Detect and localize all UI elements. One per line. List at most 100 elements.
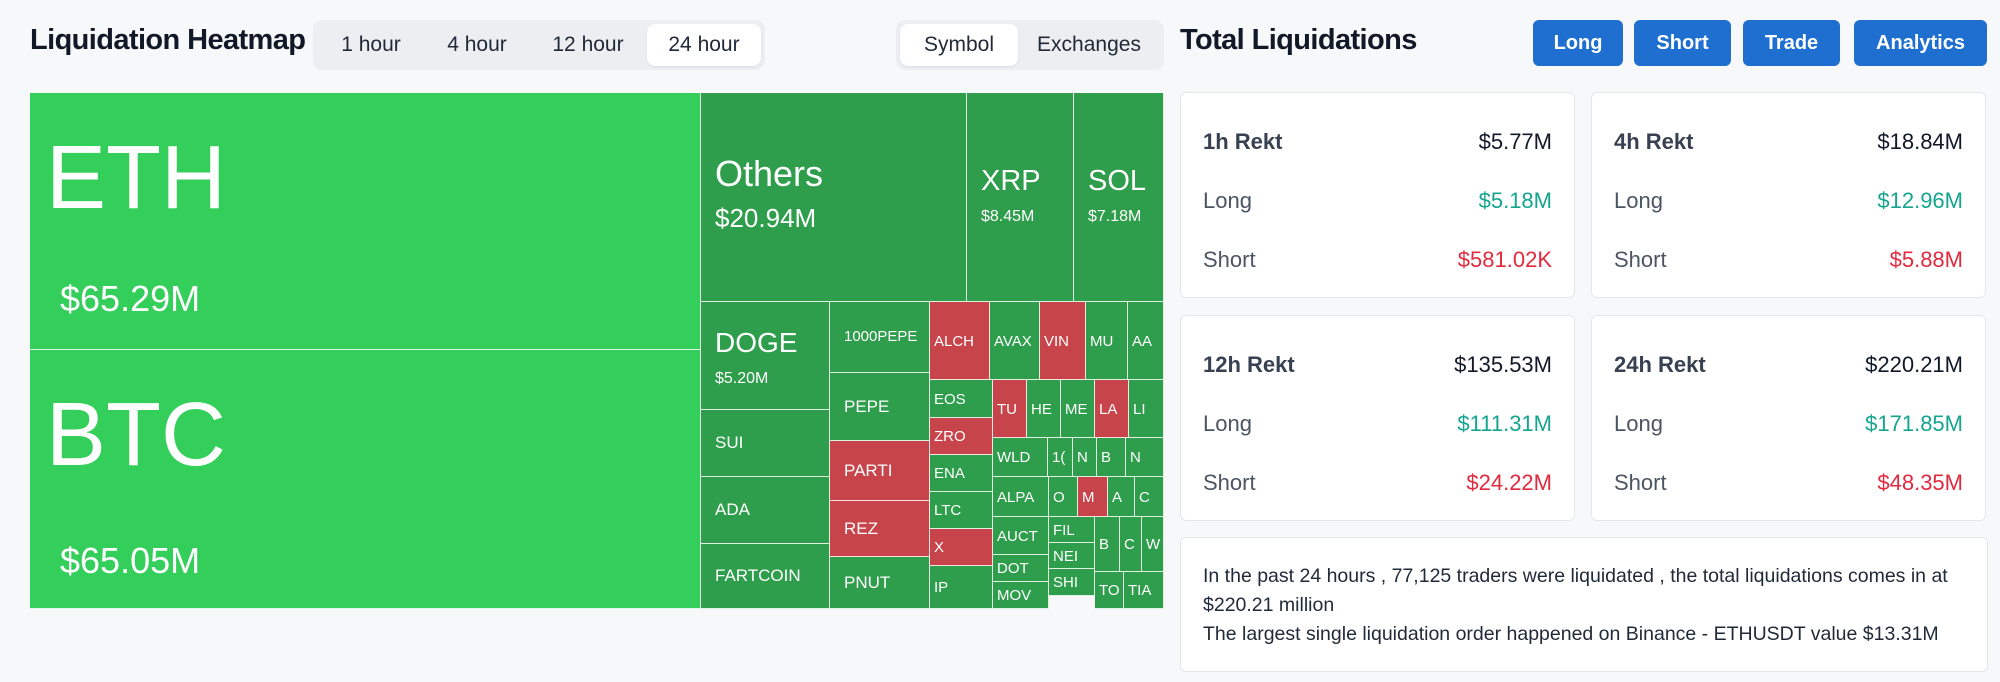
short-label: Short [1203,247,1256,272]
tab-symbol[interactable]: Symbol [900,24,1018,66]
heatmap-tile[interactable]: ENA [930,455,993,492]
heatmap-tile[interactable]: W [1142,517,1164,572]
heatmap-tile[interactable]: LTC [930,492,993,529]
tile-symbol: MU [1090,332,1114,350]
heatmap-tile[interactable]: LA [1095,380,1129,438]
heatmap-tile[interactable]: X [930,529,993,566]
rekt-card-24h: 24h Rekt $220.21M Long $171.85M Short $48.3… [1591,315,1986,521]
heatmap-tile[interactable]: EOS [930,380,993,418]
tile-symbol: FARTCOIN [715,566,801,585]
heatmap-tile[interactable]: FARTCOIN [701,544,830,609]
short-button[interactable]: Short [1634,20,1731,66]
heatmap-tile[interactable]: DOT [993,555,1049,582]
long-value: $12.96M [1877,188,1963,213]
heatmap-tile[interactable]: SUI [701,410,830,477]
heatmap-tile[interactable]: M [1078,477,1108,517]
heatmap-tile[interactable]: 1000PEPE [830,302,930,373]
tile-symbol: DOGE [715,327,798,358]
tile-symbol: O [1053,488,1065,506]
heatmap-tile[interactable]: C [1135,477,1164,517]
heatmap-tile[interactable]: DOGE $5.20M [701,302,830,410]
heatmap-tile[interactable]: N [1073,438,1097,477]
heatmap-tile[interactable]: PEPE [830,373,930,441]
card-total: $135.53M [1454,352,1552,377]
heatmap-tile[interactable]: VIN [1040,302,1086,380]
heatmap-tile[interactable]: XRP $8.45M [967,93,1074,302]
liquidation-treemap: ETH $65.29M BTC $65.05M Others $20.94M XRP $8.4… [30,93,1164,609]
heatmap-tile[interactable]: N [1126,438,1164,477]
heatmap-tile[interactable]: ADA [701,477,830,544]
tile-symbol: NEI [1053,547,1079,565]
tile-symbol: A [1112,488,1123,506]
tile-value: $65.29M [60,278,201,319]
short-label: Short [1614,247,1667,272]
heatmap-tile[interactable]: SHI [1049,569,1095,596]
heatmap-tile[interactable]: HE [1027,380,1061,438]
heatmap-tile[interactable]: TU [993,380,1027,438]
heatmap-tile[interactable]: AVAX [990,302,1040,380]
card-total: $220.21M [1865,352,1963,377]
tab-12-hour[interactable]: 12 hour [552,33,624,56]
heatmap-tile[interactable]: AA [1128,302,1164,380]
tile-symbol: ME [1065,400,1088,418]
heatmap-tile[interactable]: PARTI [830,441,930,501]
long-button[interactable]: Long [1533,20,1623,66]
tile-symbol: TO [1099,582,1120,599]
short-label: Short [1614,470,1667,495]
tab-1-hour[interactable]: 1 hour [341,33,401,56]
heatmap-title: Liquidation Heatmap [30,24,306,56]
heatmap-tile[interactable]: A [1108,477,1135,517]
tile-symbol: BTC [46,385,226,485]
heatmap-tile[interactable]: TO [1095,572,1124,609]
heatmap-tile[interactable]: ETH $65.29M [30,93,701,350]
heatmap-tile[interactable]: B [1095,517,1120,572]
heatmap-tile[interactable]: FIL [1049,517,1095,543]
heatmap-tile[interactable]: REZ [830,501,930,557]
heatmap-tile[interactable]: SOL $7.18M [1074,93,1164,302]
heatmap-tile[interactable]: ZRO [930,418,993,455]
heatmap-tile[interactable]: C [1120,517,1142,572]
heatmap-tile[interactable]: BTC $65.05M [30,350,701,609]
heatmap-tile[interactable]: LI [1129,380,1164,438]
tile-symbol: SUI [715,433,744,452]
heatmap-tile[interactable]: WLD [993,438,1048,477]
heatmap-tile[interactable]: 1( [1048,438,1073,477]
tile-symbol: 1( [1052,449,1066,466]
tab-exchanges[interactable]: Exchanges [1037,33,1141,56]
heatmap-tile[interactable]: ME [1061,380,1095,438]
tile-symbol: ENA [934,465,965,482]
tile-symbol: SHI [1053,574,1079,591]
tile-symbol: LA [1099,400,1118,418]
analytics-button[interactable]: Analytics [1854,20,1987,66]
heatmap-tile[interactable]: B [1097,438,1126,477]
heatmap-tile[interactable]: Others $20.94M [701,93,967,302]
short-value: $581.02K [1457,247,1552,272]
tile-symbol: B [1099,536,1110,553]
tile-symbol: 1000PEPE [844,328,918,345]
trade-button[interactable]: Trade [1743,20,1840,66]
tile-symbol: C [1124,536,1135,553]
tile-symbol: ADA [715,500,750,519]
heatmap-tile[interactable]: TIA [1124,572,1164,609]
tab-24-hour[interactable]: 24 hour [647,24,761,66]
heatmap-tile[interactable]: ALCH [930,302,990,380]
tile-symbol: C [1139,488,1150,506]
heatmap-tile[interactable]: MU [1086,302,1128,380]
heatmap-tile[interactable]: O [1049,477,1078,517]
heatmap-tile[interactable]: IP [930,566,993,609]
liquidation-summary: In the past 24 hours , 77,125 traders we… [1180,537,1988,672]
tile-symbol: EOS [934,390,966,408]
heatmap-tile[interactable]: MOV [993,582,1049,609]
card-total: $18.84M [1877,129,1963,154]
heatmap-tile[interactable]: NEI [1049,543,1095,569]
tile-symbol: VIN [1044,332,1070,350]
tab-4-hour[interactable]: 4 hour [447,33,507,56]
heatmap-tile[interactable]: AUCT [993,517,1049,555]
tile-value: $5.20M [715,370,769,387]
heatmap-tile[interactable]: PNUT [830,557,930,609]
tile-symbol: XRP [981,165,1041,197]
heatmap-tile[interactable]: ALPA [993,477,1049,517]
tile-symbol: DOT [997,560,1029,577]
tile-symbol: WLD [997,449,1031,466]
tile-symbol: B [1101,449,1112,466]
